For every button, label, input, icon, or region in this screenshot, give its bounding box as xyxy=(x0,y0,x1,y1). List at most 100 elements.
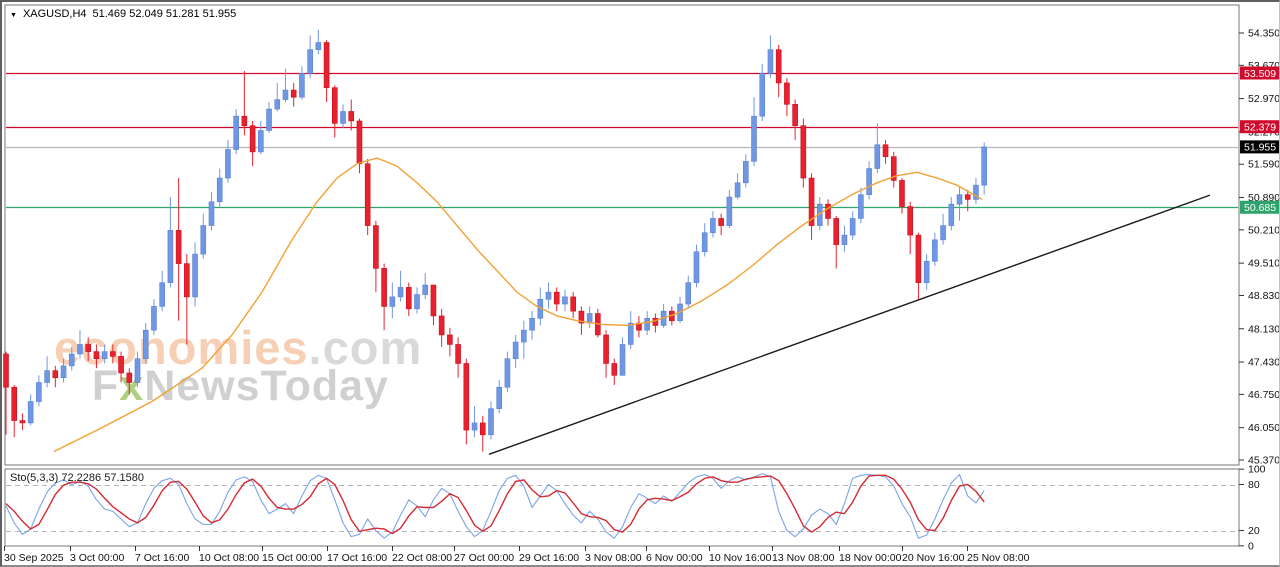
candle-body xyxy=(430,284,437,317)
price-tick-label: 45.370 xyxy=(1248,455,1280,467)
chart-title: ▼ XAGUSD,H4 51.469 52.049 51.281 51.955 xyxy=(10,8,236,20)
candle-body xyxy=(866,168,872,195)
candle-body xyxy=(792,104,798,127)
watermark-subbrand: FxNewsToday xyxy=(92,362,389,410)
candle-body xyxy=(981,146,987,186)
candle-body xyxy=(192,253,198,298)
candle-body xyxy=(200,225,207,255)
time-tick-label: 30 Sep 2025 xyxy=(4,552,64,564)
candle-body xyxy=(570,296,576,312)
candle-body xyxy=(562,296,568,305)
candle-body xyxy=(808,177,815,226)
price-tick-label: 50.210 xyxy=(1248,224,1280,236)
symbol-dropdown-icon[interactable]: ▼ xyxy=(10,11,17,19)
candle-body xyxy=(734,182,741,198)
resistance-price-label: 52.379 xyxy=(1240,120,1279,134)
price-tick-label: 48.130 xyxy=(1248,323,1280,335)
candle-body xyxy=(85,344,91,352)
candle-body xyxy=(299,73,305,98)
candle-body xyxy=(948,203,955,226)
candle-body xyxy=(323,42,330,88)
candle-body xyxy=(529,318,535,331)
candle-body xyxy=(249,125,256,153)
candle-body xyxy=(742,161,749,184)
time-tick-label: 27 Oct 00:00 xyxy=(454,552,514,564)
svg-text:51.955: 51.955 xyxy=(1244,142,1276,154)
price-axis[interactable]: 54.35053.67052.97052.27051.59050.89050.2… xyxy=(1239,28,1280,467)
watermark: economies.com FxNewsToday xyxy=(54,324,422,408)
candle-body xyxy=(964,194,971,200)
candle-body xyxy=(282,89,289,100)
time-tick-label: 7 Oct 16:00 xyxy=(135,552,189,564)
candle-body xyxy=(44,370,50,383)
candle-body xyxy=(973,184,979,200)
candle-body xyxy=(710,218,716,234)
ohlc-values: 51.469 52.049 51.281 51.955 xyxy=(92,8,237,20)
candle-body xyxy=(118,356,124,374)
time-tick-label: 17 Oct 16:00 xyxy=(327,552,387,564)
main-pane-border xyxy=(4,4,1240,466)
price-tick-label: 49.510 xyxy=(1248,258,1280,270)
price-tick-label: 51.590 xyxy=(1248,159,1280,171)
candle-body xyxy=(175,230,182,264)
candle-body xyxy=(27,401,34,424)
candle-body xyxy=(882,144,889,157)
candle-body xyxy=(110,351,116,357)
candle-body xyxy=(759,73,766,117)
candle-body xyxy=(60,365,67,379)
time-tick-label: 18 Nov 00:00 xyxy=(839,552,902,564)
stochastic-axis[interactable]: 100 80 20 0 xyxy=(1239,464,1266,553)
candle-body xyxy=(455,344,461,364)
time-tick-label: 29 Oct 16:00 xyxy=(519,552,579,564)
candle-body xyxy=(290,89,297,98)
svg-text:50.685: 50.685 xyxy=(1244,202,1276,214)
support-price-label: 50.685 xyxy=(1240,200,1279,214)
candle-body xyxy=(356,120,363,165)
candle-body xyxy=(414,294,420,310)
candle-body xyxy=(142,329,149,360)
candle-body xyxy=(915,234,922,283)
moving-average-line xyxy=(53,157,983,453)
candle-body xyxy=(603,334,609,364)
candle-body xyxy=(956,194,963,205)
candle-body xyxy=(611,363,618,376)
candle-body xyxy=(3,353,9,388)
candle-body xyxy=(340,111,346,124)
candle-body xyxy=(874,144,881,169)
candle-body xyxy=(101,351,108,360)
candle-body xyxy=(890,156,897,181)
ascending-trendline[interactable] xyxy=(488,194,1211,455)
candle-body xyxy=(726,196,733,226)
time-tick-label: 13 Nov 08:00 xyxy=(772,552,835,564)
stochastic-tick-label: 100 xyxy=(1248,464,1266,476)
price-tick-label: 54.350 xyxy=(1248,28,1280,40)
candle-body xyxy=(899,180,905,207)
price-tick-label: 46.750 xyxy=(1248,389,1280,401)
candle-body xyxy=(52,370,59,379)
candle-body xyxy=(685,282,692,305)
candle-body xyxy=(241,115,248,127)
candle-body xyxy=(274,99,281,110)
candle-body xyxy=(373,225,379,269)
level-lines[interactable] xyxy=(6,72,1238,209)
candle-body xyxy=(389,296,396,307)
candle-body xyxy=(521,329,527,343)
stochastic-k-line xyxy=(5,473,985,539)
candle-body xyxy=(233,115,239,150)
candle-body xyxy=(381,268,387,307)
resistance-price-label: 53.509 xyxy=(1240,66,1279,80)
candles-layer xyxy=(3,29,987,452)
candle-body xyxy=(307,49,313,74)
time-axis[interactable]: 30 Sep 2025 3 Oct 00:00 7 Oct 16:00 10 Oct … xyxy=(4,546,1030,564)
candle-body xyxy=(159,282,165,307)
candle-body xyxy=(775,49,782,84)
candle-body xyxy=(578,310,585,324)
candle-body xyxy=(93,351,100,360)
candle-body xyxy=(833,218,840,245)
price-tick-label: 52.970 xyxy=(1248,93,1280,105)
candle-body xyxy=(184,263,190,298)
candle-body xyxy=(767,49,774,74)
candle-body xyxy=(784,82,790,105)
